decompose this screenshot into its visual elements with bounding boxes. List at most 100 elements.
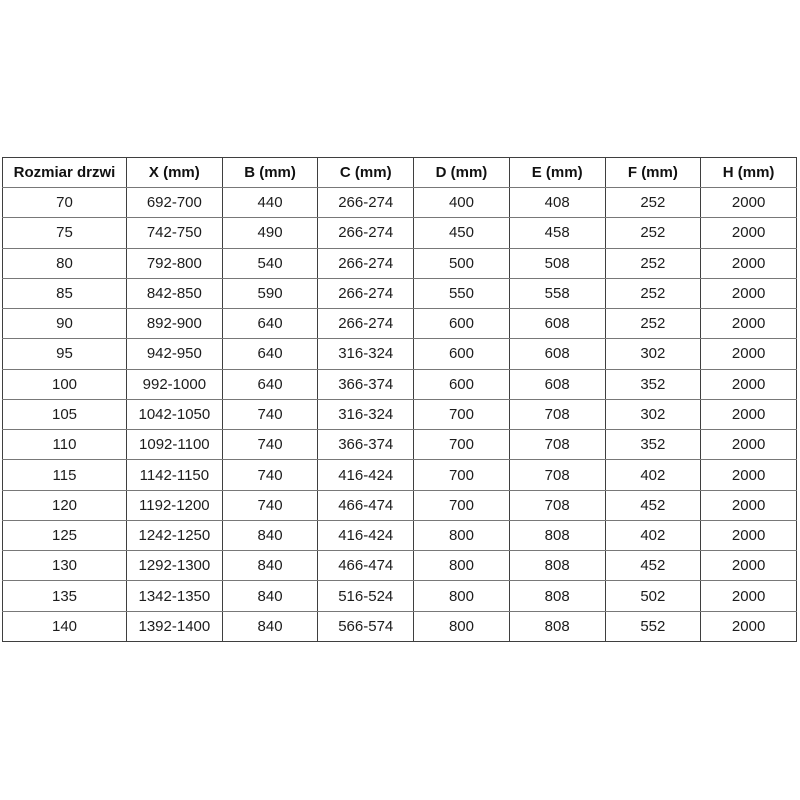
table-cell: 740: [222, 399, 319, 431]
table-row: 120 1192-1200 740 466-474 700 708 452 2000: [2, 490, 797, 521]
table-cell: 125: [2, 520, 127, 552]
table-cell: 842-850: [126, 278, 223, 310]
table-cell: 458: [509, 217, 606, 249]
table-cell: 808: [509, 550, 606, 582]
table-cell: 800: [413, 520, 510, 552]
table-cell: 252: [605, 308, 702, 340]
table-row: 130 1292-1300 840 466-474 800 808 452 2000: [2, 550, 797, 582]
table-cell: 800: [413, 580, 510, 612]
table-cell: 808: [509, 520, 606, 552]
table-cell: 552: [605, 611, 702, 643]
table-cell: 840: [222, 580, 319, 612]
table-cell: 95: [2, 338, 127, 370]
table-row: 135 1342-1350 840 516-524 800 808 502 2000: [2, 580, 797, 612]
table-cell: 540: [222, 248, 319, 279]
table-cell: 558: [509, 278, 606, 310]
table-cell: 80: [2, 248, 127, 279]
table-cell: 266-274: [317, 248, 415, 279]
table-cell: 266-274: [317, 308, 415, 340]
door-sizes-table: Rozmiar drzwi X (mm) B (mm) C (mm) D (mm) E (…: [2, 157, 797, 643]
table-cell: 402: [605, 459, 702, 491]
table-row: 140 1392-1400 840 566-574 800 808 552 2000: [2, 611, 797, 643]
table-cell: 352: [605, 369, 702, 400]
table-cell: 2000: [700, 429, 797, 461]
table-cell: 700: [413, 459, 510, 491]
table-cell: 708: [509, 459, 606, 491]
table-cell: 266-274: [317, 187, 415, 219]
table-cell: 400: [413, 187, 510, 219]
table-cell: 708: [509, 429, 606, 461]
table-cell: 366-374: [317, 429, 415, 461]
table-cell: 130: [2, 550, 127, 582]
column-header: X (mm): [126, 157, 223, 188]
table-cell: 120: [2, 490, 127, 521]
table-row: 90 892-900 640 266-274 600 608 252 2000: [2, 308, 797, 340]
table-cell: 2000: [700, 308, 797, 340]
table-cell: 105: [2, 399, 127, 431]
table-cell: 700: [413, 490, 510, 521]
table-cell: 640: [222, 338, 319, 370]
table-row: 85 842-850 590 266-274 550 558 252 2000: [2, 278, 797, 310]
table-cell: 700: [413, 399, 510, 431]
table-body: 70 692-700 440 266-274 400 408 252 2000 75 742-75…: [2, 187, 797, 643]
table-cell: 75: [2, 217, 127, 249]
table-cell: 2000: [700, 580, 797, 612]
table-cell: 115: [2, 459, 127, 491]
table-row: 70 692-700 440 266-274 400 408 252 2000: [2, 187, 797, 219]
table-cell: 2000: [700, 520, 797, 552]
table-cell: 1142-1150: [126, 459, 223, 491]
table-cell: 416-424: [317, 459, 415, 491]
table-cell: 2000: [700, 278, 797, 310]
table-cell: 402: [605, 520, 702, 552]
table-cell: 600: [413, 338, 510, 370]
table-cell: 408: [509, 187, 606, 219]
column-header: B (mm): [222, 157, 319, 188]
table-row: 75 742-750 490 266-274 450 458 252 2000: [2, 217, 797, 249]
table-cell: 640: [222, 369, 319, 400]
table-cell: 516-524: [317, 580, 415, 612]
table-cell: 708: [509, 399, 606, 431]
table-row: 80 792-800 540 266-274 500 508 252 2000: [2, 248, 797, 279]
column-header: H (mm): [700, 157, 797, 188]
table-cell: 302: [605, 338, 702, 370]
table-cell: 1192-1200: [126, 490, 223, 521]
table-cell: 2000: [700, 399, 797, 431]
table-cell: 708: [509, 490, 606, 521]
table-cell: 840: [222, 550, 319, 582]
column-header: F (mm): [605, 157, 702, 188]
column-header: E (mm): [509, 157, 606, 188]
table-cell: 252: [605, 187, 702, 219]
table-cell: 808: [509, 580, 606, 612]
table-cell: 135: [2, 580, 127, 612]
table-cell: 740: [222, 429, 319, 461]
table-cell: 840: [222, 611, 319, 643]
table-cell: 892-900: [126, 308, 223, 340]
table-cell: 508: [509, 248, 606, 279]
column-header: C (mm): [317, 157, 415, 188]
table-cell: 266-274: [317, 217, 415, 249]
table-cell: 2000: [700, 369, 797, 400]
table-cell: 466-474: [317, 490, 415, 521]
table-cell: 466-474: [317, 550, 415, 582]
table-cell: 2000: [700, 187, 797, 219]
table-cell: 740: [222, 459, 319, 491]
table-cell: 70: [2, 187, 127, 219]
table-cell: 740: [222, 490, 319, 521]
table-cell: 316-324: [317, 338, 415, 370]
table-cell: 792-800: [126, 248, 223, 279]
table-cell: 692-700: [126, 187, 223, 219]
table-cell: 140: [2, 611, 127, 643]
table-cell: 808: [509, 611, 606, 643]
table-cell: 700: [413, 429, 510, 461]
table-cell: 2000: [700, 550, 797, 582]
header-row: Rozmiar drzwi X (mm) B (mm) C (mm) D (mm) E (…: [2, 157, 797, 188]
table-cell: 550: [413, 278, 510, 310]
table-cell: 452: [605, 550, 702, 582]
table-row: 100 992-1000 640 366-374 600 608 352 2000: [2, 369, 797, 400]
table-row: 115 1142-1150 740 416-424 700 708 402 2000: [2, 459, 797, 491]
table-cell: 2000: [700, 217, 797, 249]
table-cell: 100: [2, 369, 127, 400]
table-cell: 2000: [700, 490, 797, 521]
table-cell: 266-274: [317, 278, 415, 310]
